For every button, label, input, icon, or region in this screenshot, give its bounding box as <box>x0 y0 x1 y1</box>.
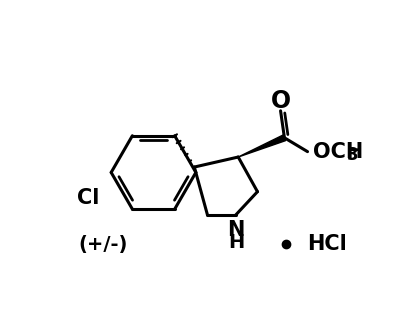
Text: H: H <box>228 233 244 252</box>
Text: Cl: Cl <box>77 188 99 208</box>
Text: OCH: OCH <box>313 142 363 162</box>
Text: 3: 3 <box>347 147 358 165</box>
Text: N: N <box>227 220 245 240</box>
Polygon shape <box>238 135 286 157</box>
Text: (+/-): (+/-) <box>79 235 128 253</box>
Text: O: O <box>271 89 291 113</box>
Text: HCl: HCl <box>308 234 347 254</box>
